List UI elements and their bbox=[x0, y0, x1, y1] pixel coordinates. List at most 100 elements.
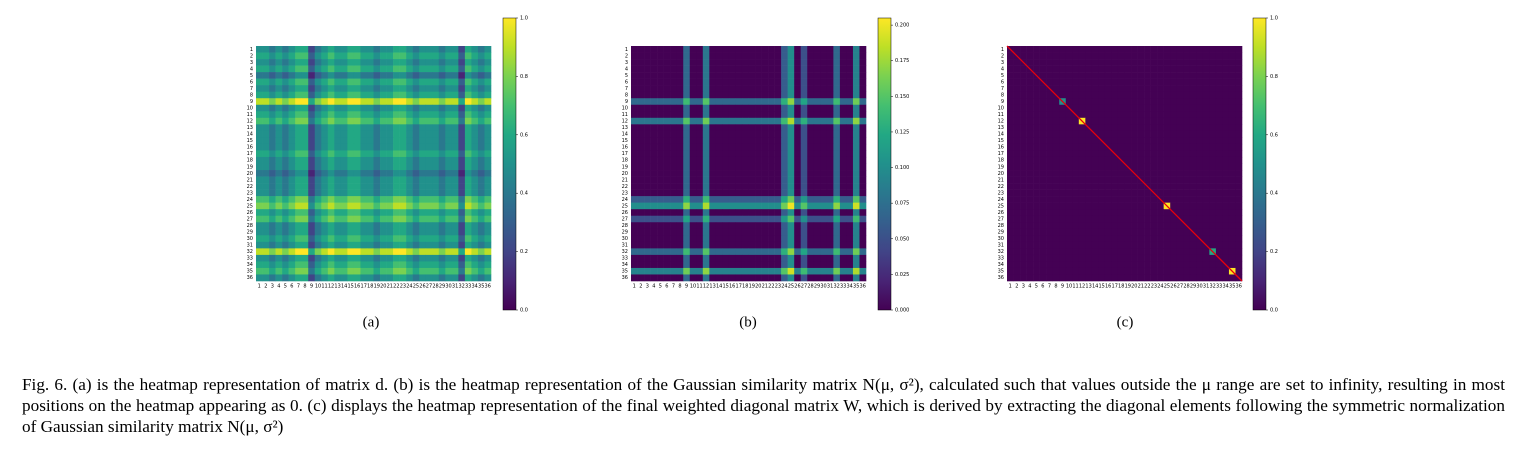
cell bbox=[269, 163, 276, 171]
cell bbox=[663, 241, 671, 249]
cell bbox=[846, 117, 854, 125]
cell bbox=[781, 254, 788, 262]
cell bbox=[709, 267, 717, 275]
cell bbox=[833, 163, 841, 171]
cell bbox=[1176, 222, 1184, 230]
cell bbox=[288, 130, 296, 138]
cell bbox=[314, 215, 322, 223]
cell bbox=[1157, 156, 1164, 164]
cell bbox=[683, 196, 691, 203]
cell bbox=[1137, 150, 1145, 158]
x-tick-label: 14 bbox=[341, 284, 347, 290]
cell bbox=[1046, 170, 1053, 177]
cell bbox=[1222, 78, 1230, 86]
cell bbox=[1183, 170, 1191, 177]
cell bbox=[1137, 46, 1145, 53]
cell bbox=[308, 235, 316, 243]
cell bbox=[1117, 274, 1125, 282]
cell bbox=[458, 267, 466, 275]
y-tick-label: 27 bbox=[247, 216, 253, 222]
cell bbox=[399, 228, 407, 236]
cell bbox=[1222, 235, 1230, 243]
cell bbox=[1085, 137, 1093, 145]
cell bbox=[768, 261, 775, 269]
cell bbox=[353, 222, 361, 230]
cell bbox=[399, 183, 407, 190]
cell bbox=[755, 59, 762, 66]
cell bbox=[432, 228, 440, 236]
cell bbox=[1163, 261, 1171, 269]
cell bbox=[676, 59, 684, 66]
cell bbox=[1144, 248, 1151, 256]
cell bbox=[657, 261, 664, 269]
cell bbox=[846, 59, 854, 66]
cell bbox=[262, 267, 270, 275]
cell bbox=[399, 209, 407, 217]
cell bbox=[353, 202, 361, 210]
cell bbox=[432, 59, 440, 66]
cell bbox=[741, 85, 749, 92]
cell bbox=[787, 104, 795, 112]
cell bbox=[327, 137, 335, 145]
cell bbox=[650, 98, 658, 106]
cell bbox=[314, 156, 322, 164]
cell bbox=[1157, 72, 1164, 79]
cell bbox=[676, 98, 684, 106]
y-tick-label: 18 bbox=[998, 158, 1004, 164]
cell bbox=[670, 235, 677, 243]
cell bbox=[412, 65, 420, 73]
cell bbox=[347, 248, 355, 256]
cell bbox=[839, 183, 847, 190]
cell bbox=[709, 170, 717, 177]
cell bbox=[406, 137, 413, 145]
cell bbox=[327, 189, 335, 197]
cell bbox=[1144, 222, 1151, 230]
cell bbox=[1091, 209, 1099, 217]
cell bbox=[1131, 143, 1138, 151]
cell bbox=[282, 156, 289, 164]
cell bbox=[314, 202, 322, 210]
cell bbox=[308, 52, 316, 60]
cell bbox=[1007, 215, 1014, 223]
cell bbox=[650, 150, 658, 158]
cell bbox=[1235, 170, 1243, 177]
cell bbox=[386, 91, 394, 99]
cell bbox=[380, 98, 387, 106]
cell bbox=[386, 241, 394, 249]
cell bbox=[741, 176, 749, 184]
cell bbox=[683, 176, 691, 184]
cell bbox=[1046, 137, 1053, 145]
colorbar-tick-label: 0.175 bbox=[895, 58, 909, 64]
cell bbox=[1026, 59, 1034, 66]
cell bbox=[432, 156, 440, 164]
cell bbox=[406, 196, 413, 203]
cell bbox=[1065, 130, 1073, 138]
cell bbox=[735, 104, 743, 112]
cell bbox=[334, 248, 342, 256]
cell bbox=[295, 130, 302, 138]
cell bbox=[347, 215, 355, 223]
cell bbox=[1215, 124, 1223, 132]
cell bbox=[458, 163, 466, 171]
cell bbox=[275, 130, 283, 138]
cell bbox=[1020, 85, 1027, 92]
cell bbox=[393, 261, 400, 269]
cell bbox=[393, 196, 400, 203]
cell bbox=[360, 52, 368, 60]
cell bbox=[774, 91, 782, 99]
cell bbox=[1150, 274, 1158, 282]
cell bbox=[1013, 91, 1021, 99]
cell bbox=[445, 261, 453, 269]
cell bbox=[308, 143, 316, 151]
cell bbox=[1117, 209, 1125, 217]
cell bbox=[1189, 46, 1197, 53]
cell bbox=[1222, 267, 1230, 275]
cell bbox=[1013, 78, 1021, 86]
cell bbox=[256, 78, 263, 86]
cell bbox=[347, 202, 355, 210]
cell bbox=[334, 209, 342, 217]
cell bbox=[360, 72, 368, 79]
cell bbox=[425, 46, 433, 53]
cell bbox=[1176, 104, 1184, 112]
cell bbox=[1235, 91, 1243, 99]
